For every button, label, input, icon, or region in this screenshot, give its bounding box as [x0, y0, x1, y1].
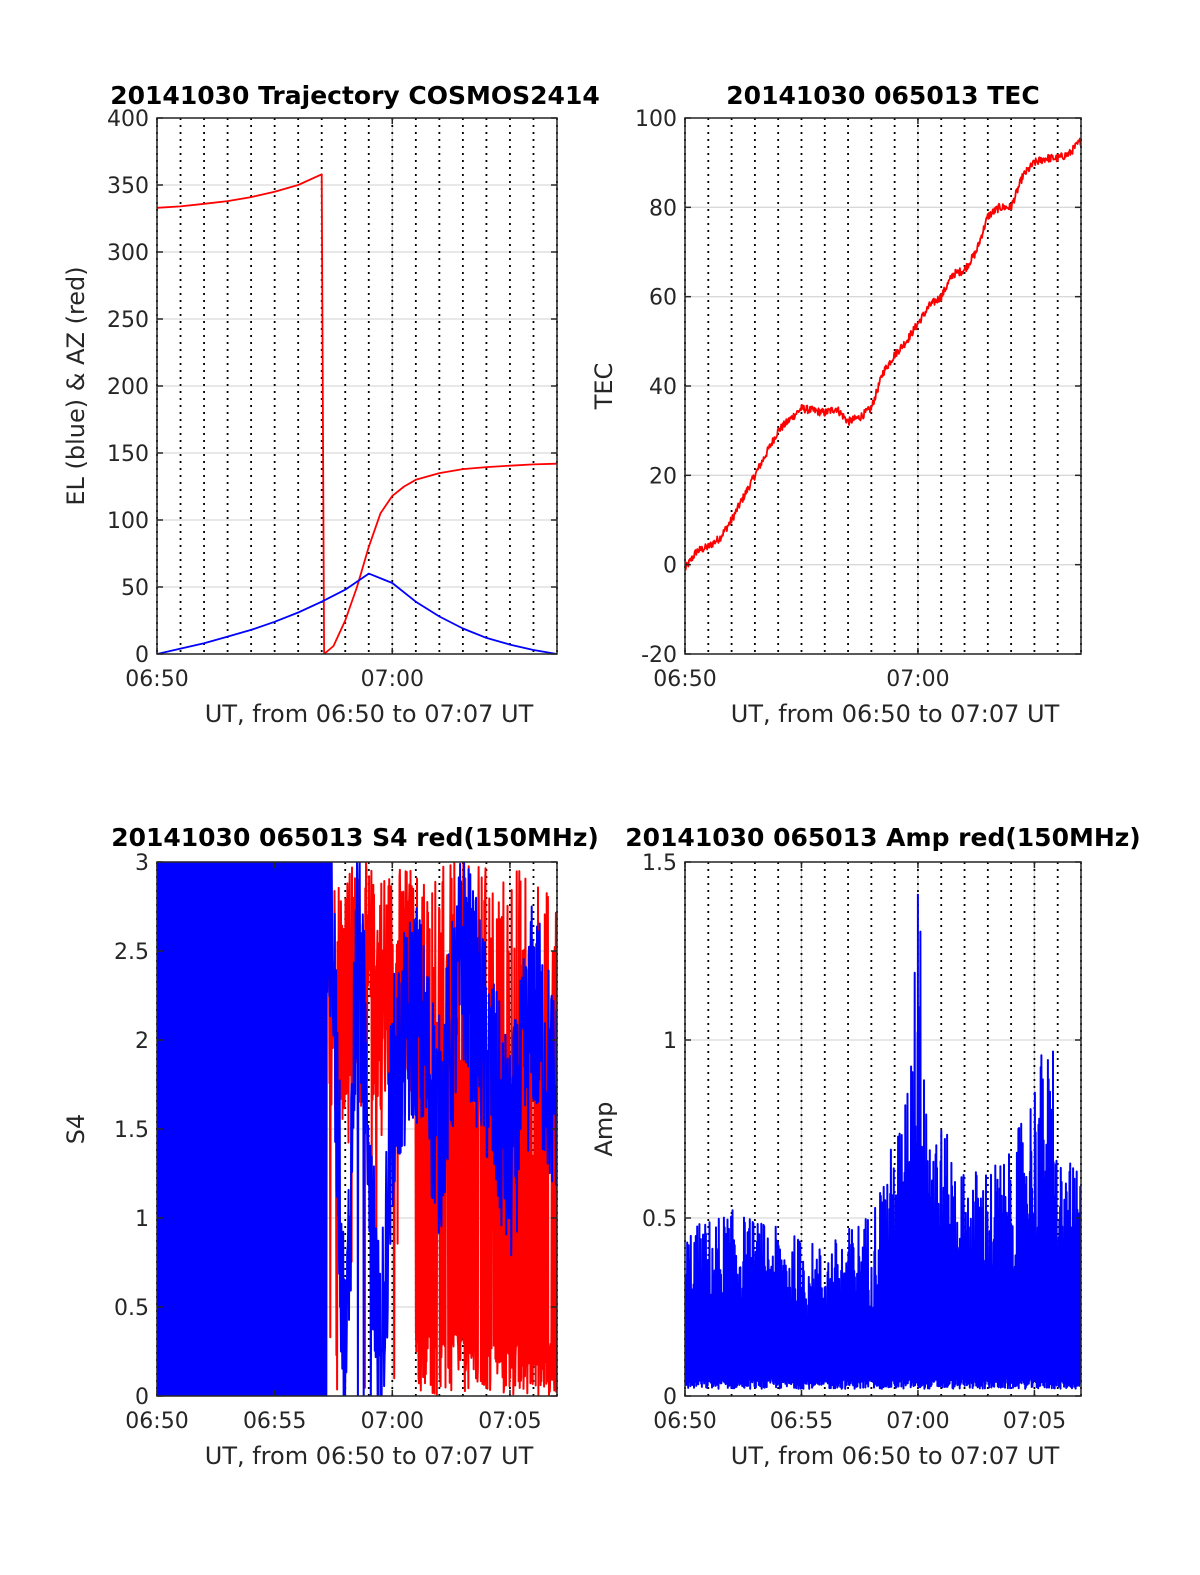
y-tick-label: 0 — [135, 1385, 149, 1410]
y-tick-label: 350 — [107, 174, 149, 199]
x-axis-label: UT, from 06:50 to 07:07 UT — [205, 1442, 534, 1470]
y-tick-label: 300 — [107, 241, 149, 266]
y-tick-label: 20 — [649, 464, 677, 489]
x-tick-label: 06:50 — [125, 667, 188, 692]
x-tick-label: 06:50 — [125, 1409, 188, 1434]
y-tick-label: 150 — [107, 442, 149, 467]
y-tick-label: 3 — [135, 851, 149, 876]
y-tick-label: 0.5 — [642, 1207, 677, 1232]
y-tick-label: 400 — [107, 107, 149, 132]
y-tick-label: 1 — [663, 1029, 677, 1054]
y-tick-label: 2 — [135, 1029, 149, 1054]
y-tick-label: 0 — [135, 643, 149, 668]
y-axis-label: TEC — [590, 363, 618, 411]
y-tick-label: 0 — [663, 1385, 677, 1410]
y-axis-label: Amp — [590, 1101, 618, 1156]
x-tick-label: 06:55 — [770, 1409, 833, 1434]
series-line-2 — [157, 572, 557, 654]
chart-panel-2: -20 0 20 40 60 80 100 06:50 07:00 20141030 065013… — [590, 81, 1082, 728]
x-tick-label: 07:05 — [478, 1409, 541, 1434]
axes-frame — [684, 861, 1082, 1397]
chart-panel-1: 0 50 100 150 200 250 300 350 400 06:50 07:00 201410… — [62, 81, 600, 728]
y-tick-label: 200 — [107, 375, 149, 400]
chart-panel-4: 0 0.5 1 1.5 06:50 06:55 07:00 07:05 20141030 065… — [590, 823, 1141, 1470]
y-tick-label: -20 — [641, 643, 677, 668]
x-axis-label: UT, from 06:50 to 07:07 UT — [731, 1442, 1060, 1470]
y-tick-label: 0 — [663, 554, 677, 579]
x-tick-label: 07:05 — [1003, 1409, 1066, 1434]
data-layer — [685, 137, 1081, 571]
y-tick-label: 60 — [649, 286, 677, 311]
y-tick-label: 250 — [107, 308, 149, 333]
y-tick-label: 1.5 — [642, 851, 677, 876]
x-tick-label: 07:00 — [361, 1409, 424, 1434]
x-tick-label: 07:00 — [361, 667, 424, 692]
y-tick-label: 2.5 — [114, 940, 149, 965]
x-axis-label: UT, from 06:50 to 07:07 UT — [731, 700, 1060, 728]
y-tick-label: 80 — [649, 196, 677, 221]
x-axis-label: UT, from 06:50 to 07:07 UT — [205, 700, 534, 728]
y-tick-label: 100 — [635, 107, 677, 132]
y-tick-label: 1.5 — [114, 1118, 149, 1143]
y-tick-label: 50 — [121, 576, 149, 601]
chart-panel-3: 0 0.5 1 1.5 2 2.5 3 06:50 06:55 07:00 07:05 2014103… — [62, 823, 599, 1470]
x-tick-label: 06:55 — [243, 1409, 306, 1434]
chart-title: 20141030 065013 TEC — [726, 81, 1039, 110]
chart-title: 20141030 065013 Amp red(150MHz) — [625, 823, 1141, 852]
y-tick-label: 0.5 — [114, 1296, 149, 1321]
x-tick-label: 06:50 — [653, 1409, 716, 1434]
x-tick-label: 06:50 — [653, 667, 716, 692]
data-layer — [157, 862, 557, 1396]
y-axis-label: S4 — [62, 1114, 90, 1145]
data-layer — [685, 894, 1081, 1390]
y-tick-label: 1 — [135, 1207, 149, 1232]
y-tick-label: 40 — [649, 375, 677, 400]
y-tick-label: 100 — [107, 509, 149, 534]
series-line-1 — [157, 173, 557, 654]
x-tick-label: 07:00 — [886, 1409, 949, 1434]
series-line-1 — [685, 894, 1081, 1390]
series-line-1 — [685, 137, 1081, 571]
y-axis-label: EL (blue) & AZ (red) — [62, 266, 90, 505]
chart-title: 20141030 Trajectory COSMOS2414 — [110, 81, 600, 110]
x-tick-label: 07:00 — [886, 667, 949, 692]
chart-title: 20141030 065013 S4 red(150MHz) — [111, 823, 599, 852]
series-line-2 — [157, 862, 557, 1396]
data-layer — [157, 173, 557, 654]
